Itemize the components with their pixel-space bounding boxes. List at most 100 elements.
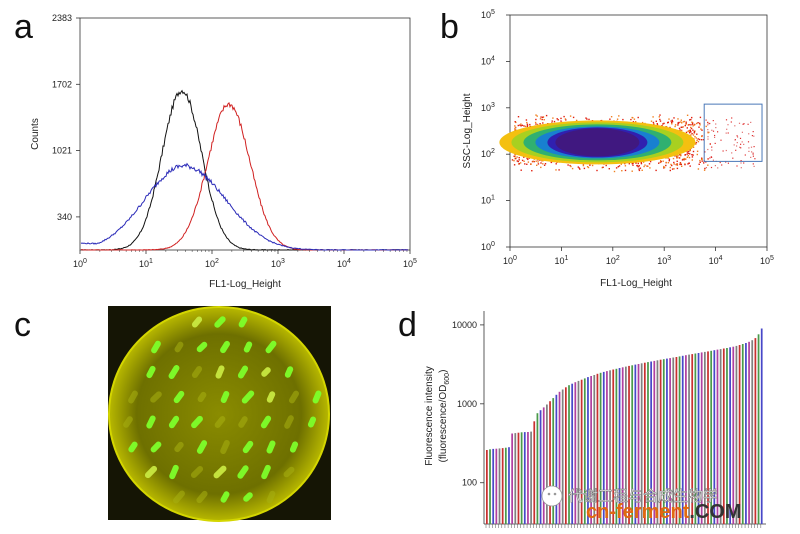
colony-streak — [220, 390, 230, 404]
bar — [577, 380, 580, 524]
event-dot — [753, 135, 755, 137]
event-dot — [514, 127, 517, 129]
bar — [564, 387, 567, 524]
event-dot — [688, 162, 690, 164]
event-dot — [524, 125, 527, 128]
event-dot — [528, 157, 530, 159]
event-dot — [691, 159, 693, 161]
event-dot — [705, 125, 707, 128]
event-dot — [667, 157, 669, 159]
colony-streak — [173, 390, 185, 404]
event-dot — [673, 163, 675, 165]
y-ticks-b: 100 101 102 103 104 105 — [481, 9, 510, 252]
event-dot — [683, 159, 685, 161]
event-dot — [719, 161, 721, 164]
y-tick-label: 100 — [481, 241, 495, 252]
colony-streak — [213, 465, 227, 479]
event-dot — [631, 170, 633, 172]
bar — [523, 432, 526, 524]
colony-streak — [266, 490, 276, 504]
event-dot — [670, 163, 672, 166]
panel-label-a: a — [14, 8, 33, 46]
event-dot — [543, 119, 545, 121]
bar — [726, 348, 728, 524]
event-dot — [633, 118, 636, 120]
event-dot — [514, 121, 516, 123]
bar — [542, 407, 545, 524]
event-dot — [752, 152, 754, 154]
event-dot — [686, 151, 689, 153]
event-dot — [753, 165, 755, 167]
event-dot — [632, 121, 635, 123]
bar — [514, 433, 517, 524]
y-tick-label: 2383 — [52, 13, 72, 23]
bar — [722, 348, 725, 524]
event-dot — [575, 119, 578, 122]
colony-streak — [191, 415, 203, 429]
colony-streak — [196, 341, 208, 353]
event-dot — [516, 160, 518, 162]
event-dot — [701, 129, 703, 131]
colony-streak — [238, 416, 248, 428]
bar — [716, 349, 719, 524]
event-dot — [678, 127, 681, 130]
event-dot — [567, 164, 569, 166]
y-tick-label: 1021 — [52, 146, 72, 156]
plot-frame-a — [79, 17, 411, 251]
bar — [707, 351, 709, 524]
y-tick-label: 102 — [481, 148, 495, 159]
event-dot — [678, 154, 681, 156]
event-dot — [751, 135, 753, 137]
event-dot — [725, 119, 728, 121]
event-dot — [691, 116, 693, 119]
event-dot — [699, 124, 701, 126]
y-tick-label: 105 — [481, 9, 495, 20]
bar — [735, 345, 738, 524]
event-dot — [707, 158, 709, 160]
bar — [700, 352, 703, 524]
event-dot — [684, 154, 687, 156]
event-dot — [670, 120, 672, 122]
event-dot — [676, 155, 678, 157]
event-dot — [676, 163, 678, 165]
event-dot — [721, 164, 723, 166]
watermark: 代谢工程与合成生物学 cn-ferment.COM — [541, 485, 742, 523]
event-dot — [639, 167, 642, 169]
bar — [628, 365, 630, 524]
event-dot — [643, 165, 645, 168]
event-dot — [517, 160, 519, 163]
event-dot — [585, 117, 587, 119]
event-dot — [688, 150, 690, 153]
event-dot — [653, 123, 655, 125]
event-dot — [517, 124, 519, 127]
event-dot — [689, 165, 691, 167]
event-dot — [536, 164, 538, 166]
event-dot — [754, 158, 756, 160]
event-dot — [676, 160, 678, 162]
event-dot — [704, 151, 706, 153]
event-dot — [518, 157, 520, 159]
event-dot — [689, 153, 691, 155]
colony-streak — [150, 441, 162, 453]
event-dot — [690, 126, 692, 129]
x-tick-label: 103 — [657, 255, 671, 266]
y-tick-label: 101 — [481, 195, 495, 206]
x-ticks-b: 100 101 102 103 104 105 — [503, 247, 774, 266]
event-dot — [671, 120, 674, 123]
event-dot — [514, 154, 517, 156]
colony-streak — [288, 390, 300, 404]
event-dot — [587, 166, 590, 169]
event-dot — [526, 163, 528, 165]
event-dot — [738, 122, 741, 124]
x-tick-label: 104 — [337, 258, 351, 269]
event-dot — [637, 162, 639, 165]
event-dot — [727, 132, 729, 134]
histogram-panel-a: 340 1021 1702 2383 100 101 102 103 104 105 FL1-L… — [30, 13, 417, 290]
event-dot — [739, 146, 741, 148]
event-dot — [569, 164, 571, 167]
sorting-gate — [703, 103, 763, 162]
event-dot — [569, 115, 572, 117]
event-dot — [752, 155, 754, 157]
event-dot — [669, 169, 671, 172]
bar — [615, 368, 618, 524]
